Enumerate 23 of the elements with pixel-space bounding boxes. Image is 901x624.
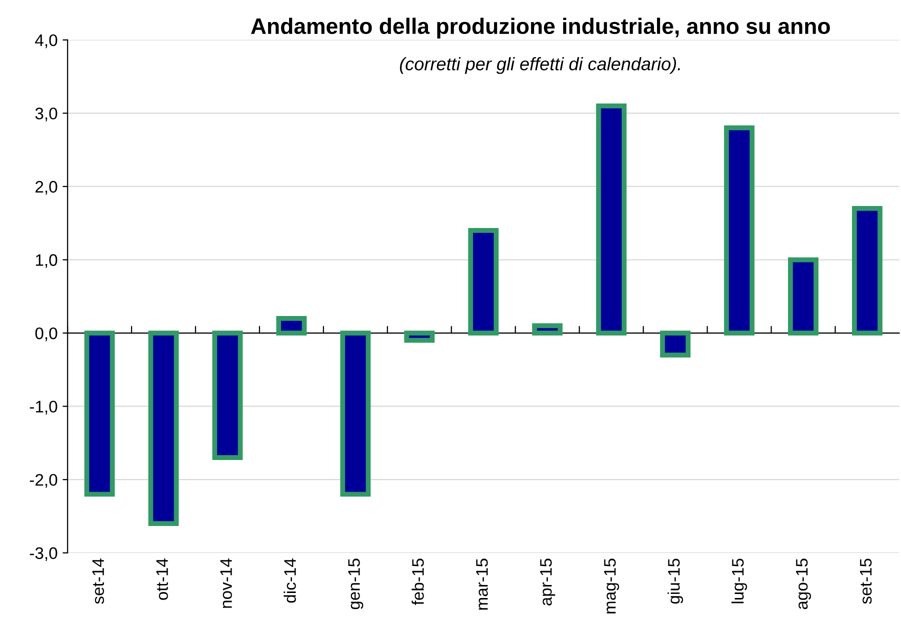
y-tick-label: 0,0	[35, 327, 58, 342]
x-tick-label: mar-15	[476, 558, 488, 610]
x-tick-label: feb-15	[412, 558, 424, 606]
y-tick-label: 3,0	[35, 108, 58, 122]
x-tick-label: mag-15	[604, 558, 620, 614]
x-tick-label: apr-15	[540, 558, 556, 606]
x-tick-label: ago-15	[796, 558, 812, 610]
y-tick-label: 4,0	[35, 34, 58, 48]
x-tick-label: set-15	[860, 558, 872, 604]
y-tick-label: 2,0	[36, 180, 58, 195]
x-tick-label: set-14	[92, 558, 104, 604]
x-tick-label: ott-14	[156, 558, 168, 600]
y-tick-label: -2,0	[30, 474, 58, 488]
chart-title: Andamento della produzione industriale, anno su anno	[251, 18, 830, 38]
text: (corretti per gli effetti di calendario).	[400, 57, 680, 74]
x-tick-label: dic-14	[284, 558, 296, 603]
x-tick-label: lug-15	[732, 558, 748, 604]
y-tick-label: -1,0	[30, 400, 58, 414]
y-tick-label: -3,0	[30, 547, 58, 562]
y-tick-label: 1,0	[36, 254, 58, 268]
x-tick-label: gen-15	[348, 558, 364, 610]
x-tick-label: nov-14	[220, 558, 232, 608]
x-tick-label: giu-15	[668, 558, 684, 604]
